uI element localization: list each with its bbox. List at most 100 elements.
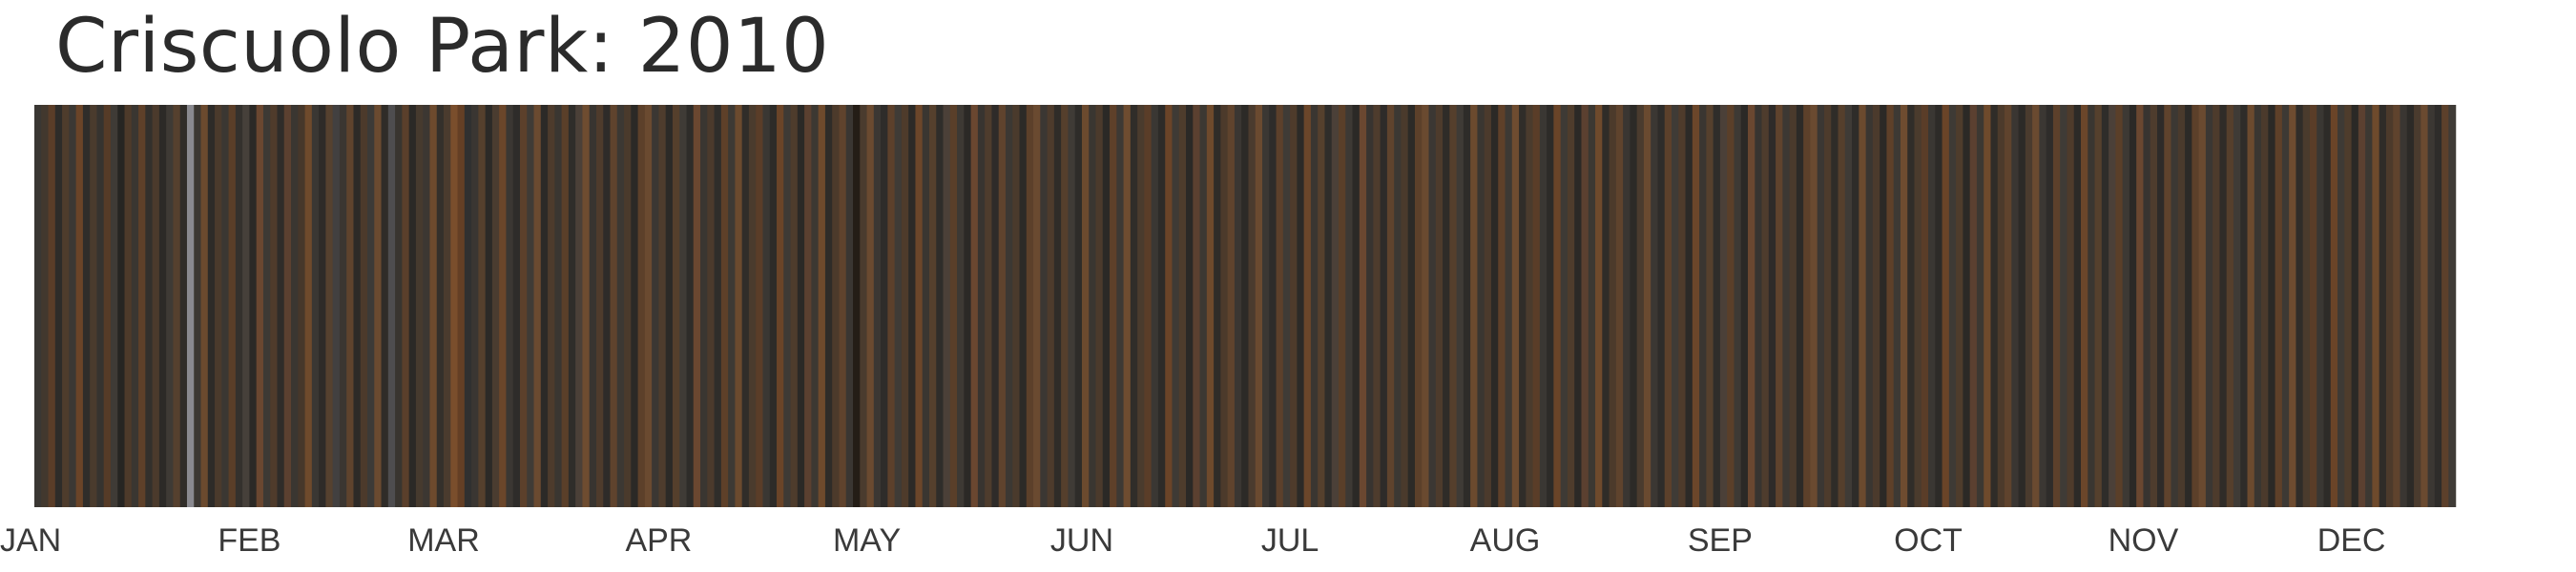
day-stripe bbox=[2385, 105, 2394, 507]
day-stripe bbox=[2032, 105, 2040, 507]
day-stripe bbox=[221, 105, 230, 507]
day-stripe bbox=[1532, 105, 1541, 507]
day-stripe bbox=[533, 105, 542, 507]
day-stripe bbox=[1490, 105, 1499, 507]
day-stripe bbox=[1047, 105, 1055, 507]
day-stripe bbox=[845, 105, 854, 507]
day-stripe bbox=[339, 105, 347, 507]
day-stripe bbox=[2289, 105, 2297, 507]
day-stripe bbox=[457, 105, 466, 507]
day-stripe bbox=[700, 105, 708, 507]
day-stripe bbox=[2254, 105, 2262, 507]
day-stripe bbox=[2358, 105, 2366, 507]
day-stripe bbox=[2060, 105, 2068, 507]
day-stripe bbox=[2281, 105, 2290, 507]
day-stripe bbox=[707, 105, 716, 507]
day-stripe bbox=[1942, 105, 1950, 507]
day-stripe bbox=[2164, 105, 2172, 507]
day-stripe bbox=[103, 105, 112, 507]
day-stripe bbox=[1880, 105, 1888, 507]
day-stripe bbox=[1886, 105, 1895, 507]
day-stripe bbox=[720, 105, 729, 507]
day-stripe bbox=[887, 105, 896, 507]
day-stripe bbox=[41, 105, 50, 507]
day-stripe bbox=[207, 105, 216, 507]
day-stripe bbox=[964, 105, 972, 507]
month-tick-label: MAY bbox=[833, 522, 901, 559]
day-stripe bbox=[415, 105, 424, 507]
day-stripe bbox=[2316, 105, 2325, 507]
day-stripe bbox=[291, 105, 299, 507]
day-stripe bbox=[1734, 105, 1742, 507]
day-stripe bbox=[1172, 105, 1180, 507]
day-stripe bbox=[1422, 105, 1430, 507]
day-stripe bbox=[2406, 105, 2415, 507]
day-stripe bbox=[839, 105, 847, 507]
day-stripe bbox=[395, 105, 403, 507]
day-stripe bbox=[1865, 105, 1874, 507]
day-stripe bbox=[138, 105, 146, 507]
day-stripe bbox=[381, 105, 389, 507]
day-stripe bbox=[2365, 105, 2373, 507]
day-stripe bbox=[69, 105, 77, 507]
day-stripe bbox=[249, 105, 258, 507]
day-stripe bbox=[1581, 105, 1589, 507]
day-stripe bbox=[1297, 105, 1305, 507]
day-stripe bbox=[1463, 105, 1471, 507]
day-stripe bbox=[1116, 105, 1125, 507]
day-stripe bbox=[631, 105, 639, 507]
day-stripe bbox=[2192, 105, 2200, 507]
day-stripe bbox=[1290, 105, 1298, 507]
day-stripe bbox=[173, 105, 181, 507]
day-stripe bbox=[2198, 105, 2207, 507]
day-stripe bbox=[1248, 105, 1257, 507]
day-stripe bbox=[1061, 105, 1070, 507]
day-stripe bbox=[1519, 105, 1527, 507]
day-stripe bbox=[2344, 105, 2353, 507]
day-stripe bbox=[242, 105, 251, 507]
day-stripe bbox=[2081, 105, 2088, 507]
day-stripe bbox=[2330, 105, 2338, 507]
day-stripe bbox=[2420, 105, 2429, 507]
day-stripe bbox=[1186, 105, 1194, 507]
day-stripe bbox=[2261, 105, 2269, 507]
day-stripe bbox=[1255, 105, 1263, 507]
day-stripe bbox=[1498, 105, 1506, 507]
day-stripe bbox=[1595, 105, 1603, 507]
day-stripe bbox=[1227, 105, 1236, 507]
day-stripe bbox=[186, 105, 195, 507]
day-stripe bbox=[1089, 105, 1097, 507]
day-stripe bbox=[1719, 105, 1728, 507]
day-stripe bbox=[1685, 105, 1693, 507]
day-stripe bbox=[2379, 105, 2387, 507]
day-stripe bbox=[1692, 105, 1700, 507]
day-stripe bbox=[1727, 105, 1735, 507]
day-stripe bbox=[936, 105, 945, 507]
day-stripe bbox=[485, 105, 493, 507]
day-stripe bbox=[1338, 105, 1346, 507]
day-stripe bbox=[1303, 105, 1312, 507]
month-tick-label: APR bbox=[625, 522, 692, 559]
month-tick-label: AUG bbox=[1470, 522, 1541, 559]
day-stripe bbox=[1636, 105, 1645, 507]
day-stripe bbox=[2302, 105, 2311, 507]
day-stripe bbox=[283, 105, 292, 507]
day-stripe bbox=[1928, 105, 1936, 507]
day-stripe bbox=[693, 105, 701, 507]
day-stripe bbox=[1651, 105, 1659, 507]
day-stripe bbox=[311, 105, 320, 507]
day-stripe bbox=[1844, 105, 1853, 507]
day-stripe bbox=[34, 105, 42, 507]
day-stripe bbox=[1623, 105, 1631, 507]
day-stripe bbox=[1026, 105, 1034, 507]
day-stripe bbox=[1012, 105, 1021, 507]
day-stripe bbox=[554, 105, 563, 507]
day-stripe bbox=[1019, 105, 1028, 507]
day-stripe bbox=[1796, 105, 1804, 507]
day-stripe bbox=[679, 105, 688, 507]
day-stripe bbox=[325, 105, 334, 507]
day-stripe bbox=[304, 105, 313, 507]
day-stripe bbox=[110, 105, 118, 507]
day-stripe bbox=[762, 105, 771, 507]
